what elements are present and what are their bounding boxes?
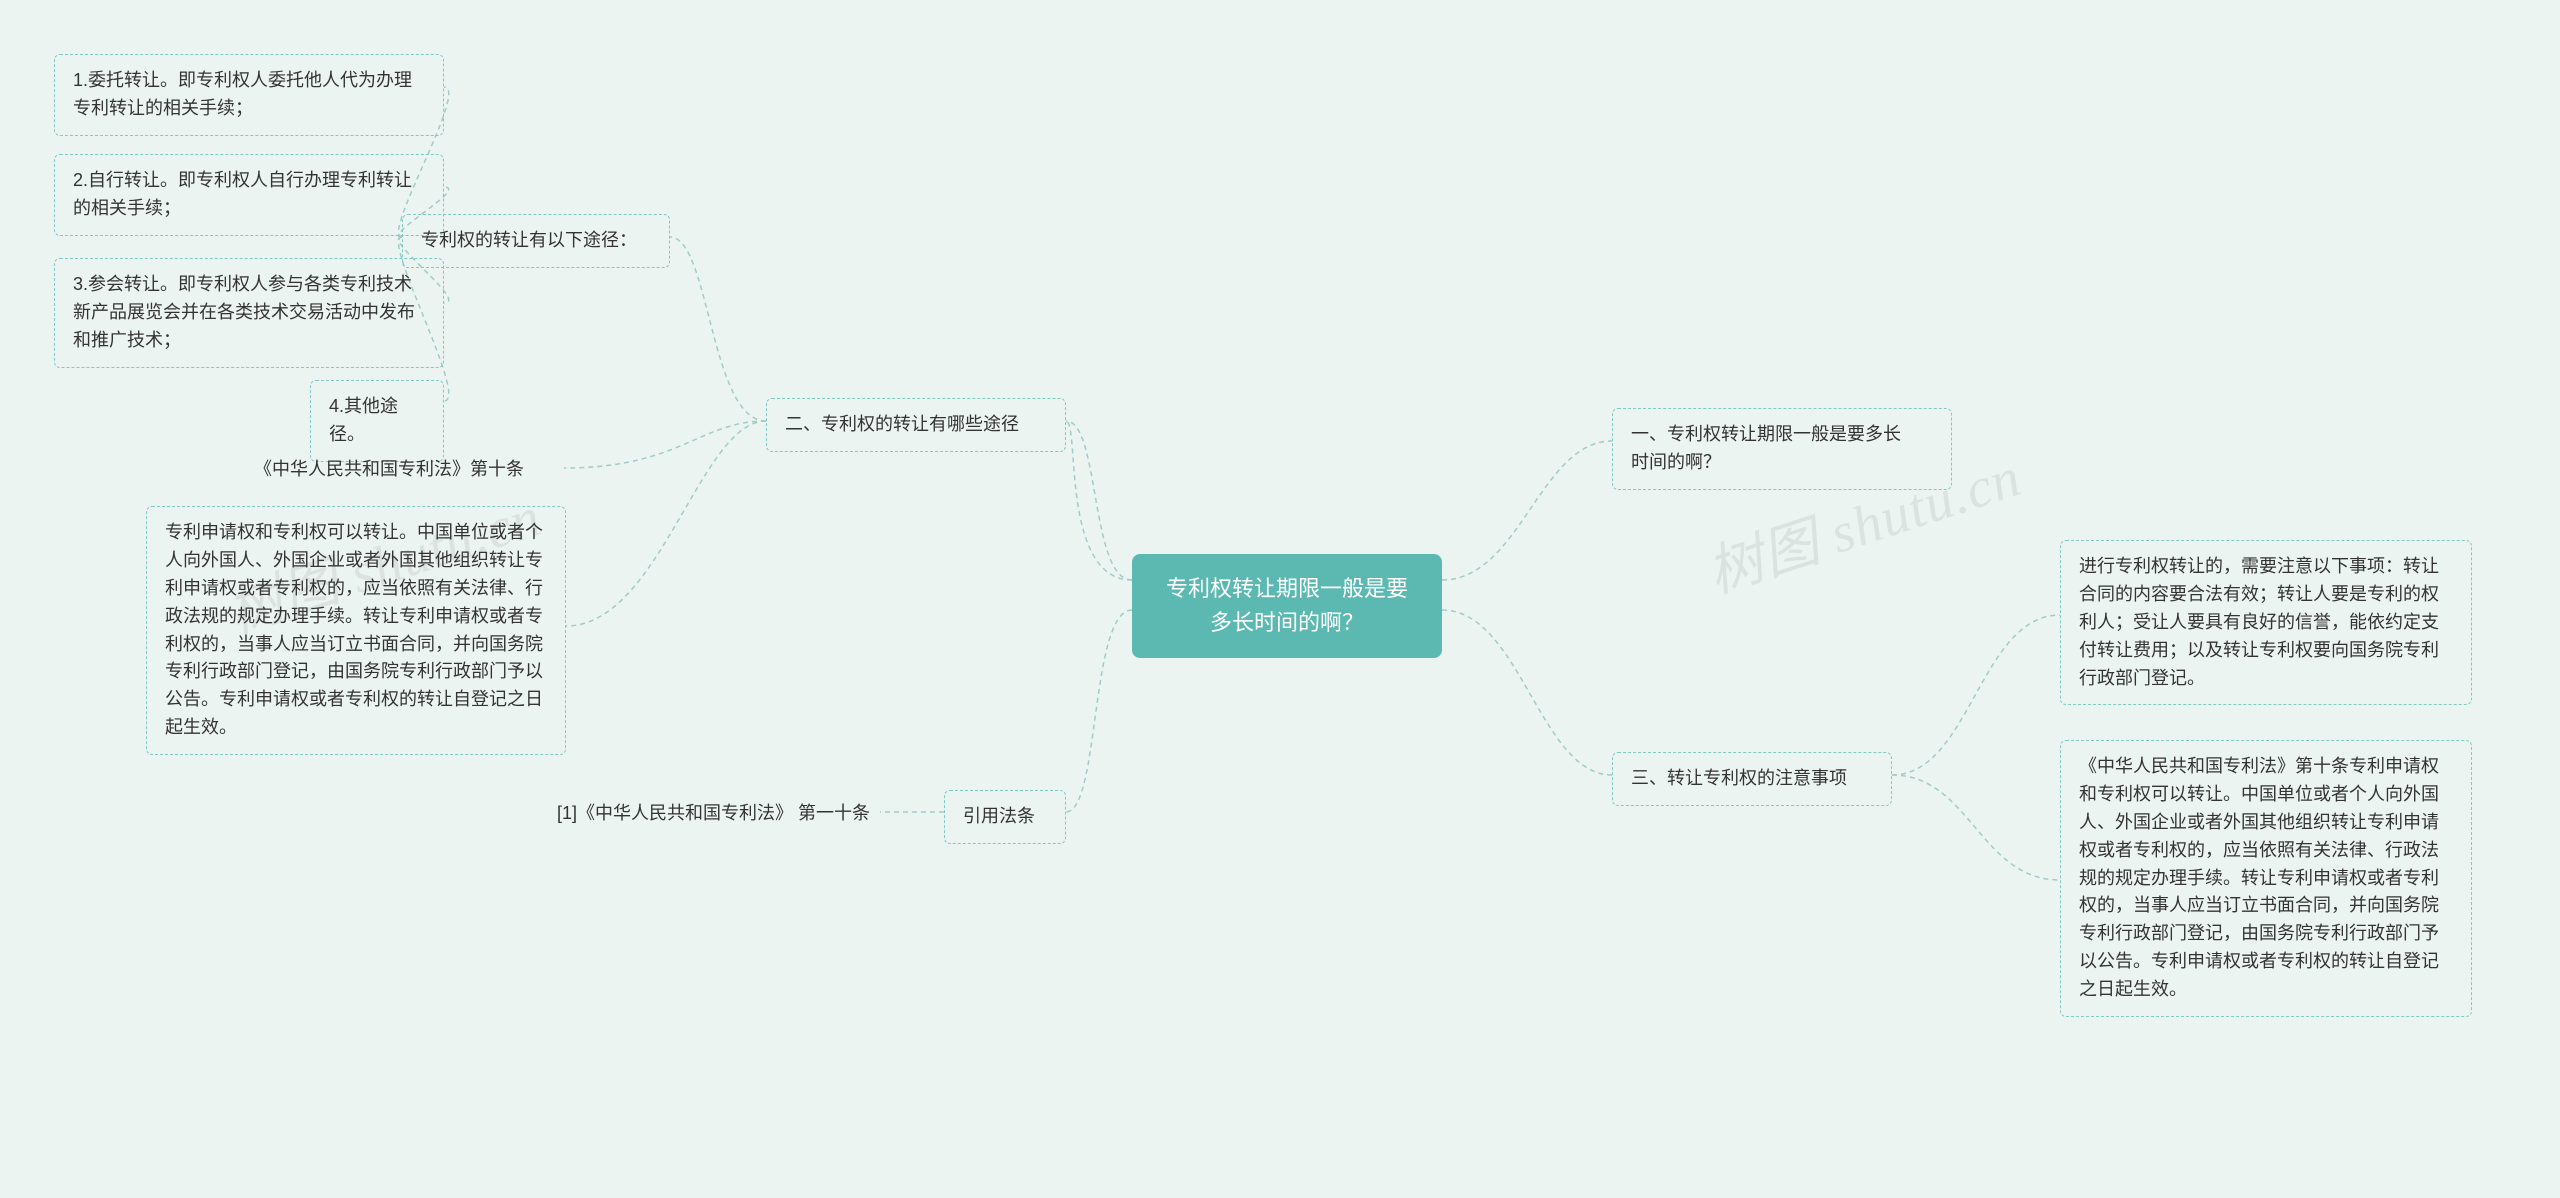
node-label: 2.自行转让。即专利权人自行办理专利转让的相关手续； <box>73 170 412 218</box>
node-label: 引用法条 <box>963 806 1035 826</box>
node-label: 二、专利权的转让有哪些途径 <box>785 414 1019 434</box>
mindmap-root[interactable]: 专利权转让期限一般是要多长时间的啊？ <box>1132 554 1442 658</box>
node-l1a2[interactable]: 2.自行转让。即专利权人自行办理专利转让的相关手续； <box>54 154 444 236</box>
node-l1a1[interactable]: 1.委托转让。即专利权人委托他人代为办理专利转让的相关手续； <box>54 54 444 136</box>
node-label: 三、转让专利权的注意事项 <box>1631 768 1847 788</box>
node-r1[interactable]: 一、专利权转让期限一般是要多长时间的啊？ <box>1612 408 1952 490</box>
node-r2a[interactable]: 进行专利权转让的，需要注意以下事项：转让合同的内容要合法有效；转让人要是专利的权… <box>2060 540 2472 705</box>
node-label: 专利申请权和专利权可以转让。中国单位或者个人向外国人、外国企业或者外国其他组织转… <box>165 522 543 737</box>
node-label: 1.委托转让。即专利权人委托他人代为办理专利转让的相关手续； <box>73 70 412 118</box>
node-label: 4.其他途径。 <box>329 396 398 444</box>
node-label: 进行专利权转让的，需要注意以下事项：转让合同的内容要合法有效；转让人要是专利的权… <box>2079 556 2439 688</box>
node-r2b[interactable]: 《中华人民共和国专利法》第十条专利申请权和专利权可以转让。中国单位或者个人向外国… <box>2060 740 2472 1017</box>
node-r2[interactable]: 三、转让专利权的注意事项 <box>1612 752 1892 806</box>
node-label: [1]《中华人民共和国专利法》 第一十条 <box>557 803 870 823</box>
node-l1b[interactable]: 《中华人民共和国专利法》第十条 <box>244 450 564 489</box>
node-l1c[interactable]: 专利申请权和专利权可以转让。中国单位或者个人向外国人、外国企业或者外国其他组织转… <box>146 506 566 755</box>
node-label: 《中华人民共和国专利法》第十条 <box>254 459 524 479</box>
root-label: 专利权转让期限一般是要多长时间的啊？ <box>1166 576 1408 635</box>
node-label: 一、专利权转让期限一般是要多长时间的啊？ <box>1631 424 1901 472</box>
node-l2a[interactable]: [1]《中华人民共和国专利法》 第一十条 <box>500 794 880 833</box>
node-label: 3.参会转让。即专利权人参与各类专利技术新产品展览会并在各类技术交易活动中发布和… <box>73 274 415 350</box>
node-l1[interactable]: 二、专利权的转让有哪些途径 <box>766 398 1066 452</box>
node-l1a3[interactable]: 3.参会转让。即专利权人参与各类专利技术新产品展览会并在各类技术交易活动中发布和… <box>54 258 444 368</box>
node-label: 《中华人民共和国专利法》第十条专利申请权和专利权可以转让。中国单位或者个人向外国… <box>2079 756 2439 999</box>
node-l2[interactable]: 引用法条 <box>944 790 1066 844</box>
node-label: 专利权的转让有以下途径： <box>421 230 637 250</box>
